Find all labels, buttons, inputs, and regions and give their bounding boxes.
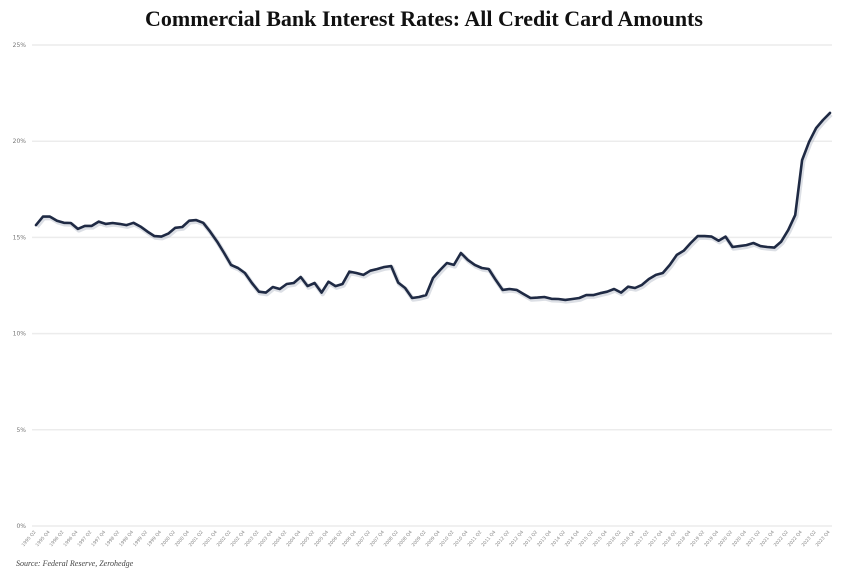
source-note: Source: Federal Reserve, Zerohedge [16, 559, 134, 568]
x-tick-label: 2023 Q4 [815, 529, 832, 548]
chart-title: Commercial Bank Interest Rates: All Cred… [145, 6, 703, 31]
y-tick-label: 0% [16, 523, 26, 530]
y-tick-label: 25% [13, 42, 27, 49]
y-tick-label: 15% [13, 234, 27, 241]
series-line [34, 111, 832, 302]
y-tick-label: 20% [13, 138, 27, 145]
series-line-shadow [35, 112, 833, 304]
y-tick-label: 10% [13, 331, 27, 338]
y-tick-label: 5% [16, 427, 26, 434]
